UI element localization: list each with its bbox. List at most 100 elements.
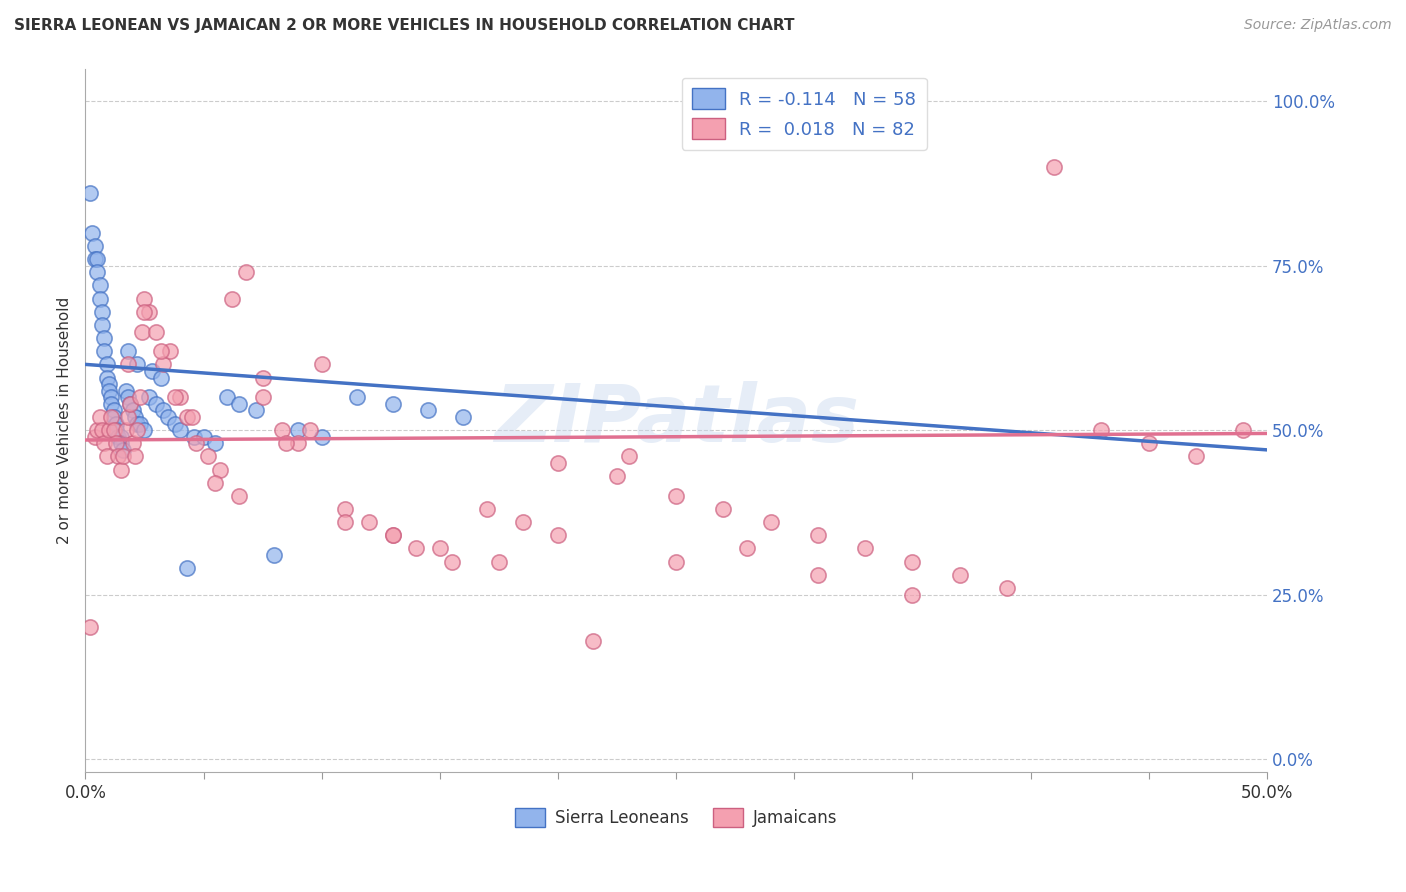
Point xyxy=(665,555,688,569)
Point xyxy=(138,390,160,404)
Point xyxy=(86,265,108,279)
Point xyxy=(117,344,139,359)
Point xyxy=(165,390,187,404)
Point xyxy=(127,423,149,437)
Point xyxy=(582,633,605,648)
Point xyxy=(1137,436,1160,450)
Point xyxy=(807,567,830,582)
Point xyxy=(83,252,105,267)
Point xyxy=(117,358,139,372)
Point xyxy=(245,403,267,417)
Point xyxy=(128,390,150,404)
Point xyxy=(547,456,569,470)
Point xyxy=(221,292,243,306)
Point xyxy=(82,226,104,240)
Point xyxy=(228,489,250,503)
Point xyxy=(512,515,534,529)
Point xyxy=(79,620,101,634)
Point xyxy=(1185,450,1208,464)
Point xyxy=(547,528,569,542)
Point xyxy=(901,555,924,569)
Point xyxy=(176,561,198,575)
Point xyxy=(100,397,122,411)
Point xyxy=(1043,160,1066,174)
Point xyxy=(89,409,111,424)
Point xyxy=(252,390,274,404)
Point xyxy=(105,417,128,431)
Point xyxy=(169,423,191,437)
Point xyxy=(89,292,111,306)
Point xyxy=(807,528,830,542)
Point xyxy=(90,305,112,319)
Point xyxy=(416,403,439,417)
Point xyxy=(110,430,132,444)
Point xyxy=(453,409,475,424)
Point xyxy=(606,469,628,483)
Point xyxy=(357,515,380,529)
Point xyxy=(83,239,105,253)
Point xyxy=(90,423,112,437)
Point xyxy=(298,423,321,437)
Point xyxy=(127,417,149,431)
Point xyxy=(311,358,333,372)
Point xyxy=(311,430,333,444)
Point xyxy=(120,397,142,411)
Point xyxy=(90,318,112,332)
Point xyxy=(157,409,180,424)
Point xyxy=(86,252,108,267)
Text: Source: ZipAtlas.com: Source: ZipAtlas.com xyxy=(1244,18,1392,32)
Point xyxy=(134,305,156,319)
Point xyxy=(110,462,132,476)
Point xyxy=(100,409,122,424)
Point xyxy=(112,450,135,464)
Point xyxy=(335,502,357,516)
Point xyxy=(152,403,174,417)
Point xyxy=(169,390,191,404)
Point xyxy=(217,390,239,404)
Point xyxy=(117,390,139,404)
Point xyxy=(159,344,181,359)
Point xyxy=(949,567,972,582)
Point xyxy=(440,555,463,569)
Point xyxy=(335,515,357,529)
Point xyxy=(96,358,118,372)
Point xyxy=(252,370,274,384)
Point xyxy=(165,417,187,431)
Point xyxy=(665,489,688,503)
Point xyxy=(287,423,309,437)
Point xyxy=(193,430,215,444)
Point xyxy=(110,436,132,450)
Point xyxy=(124,409,146,424)
Point xyxy=(186,436,208,450)
Point xyxy=(98,377,121,392)
Point xyxy=(127,358,149,372)
Point xyxy=(346,390,368,404)
Point xyxy=(112,442,135,457)
Point xyxy=(89,278,111,293)
Point xyxy=(735,541,758,556)
Point xyxy=(114,423,136,437)
Point xyxy=(150,344,173,359)
Point xyxy=(176,409,198,424)
Point xyxy=(107,450,129,464)
Point xyxy=(117,409,139,424)
Point xyxy=(853,541,876,556)
Point xyxy=(145,325,167,339)
Point xyxy=(263,548,285,562)
Point xyxy=(276,436,298,450)
Point xyxy=(128,417,150,431)
Point xyxy=(475,502,498,516)
Point xyxy=(381,528,404,542)
Point xyxy=(197,450,219,464)
Point xyxy=(488,555,510,569)
Point xyxy=(121,403,143,417)
Point xyxy=(114,384,136,398)
Text: ZIPatlas: ZIPatlas xyxy=(494,381,859,459)
Point xyxy=(617,450,640,464)
Point xyxy=(138,305,160,319)
Point xyxy=(96,450,118,464)
Point xyxy=(381,528,404,542)
Text: SIERRA LEONEAN VS JAMAICAN 2 OR MORE VEHICLES IN HOUSEHOLD CORRELATION CHART: SIERRA LEONEAN VS JAMAICAN 2 OR MORE VEH… xyxy=(14,18,794,33)
Point xyxy=(204,436,226,450)
Legend: Sierra Leoneans, Jamaicans: Sierra Leoneans, Jamaicans xyxy=(508,802,845,834)
